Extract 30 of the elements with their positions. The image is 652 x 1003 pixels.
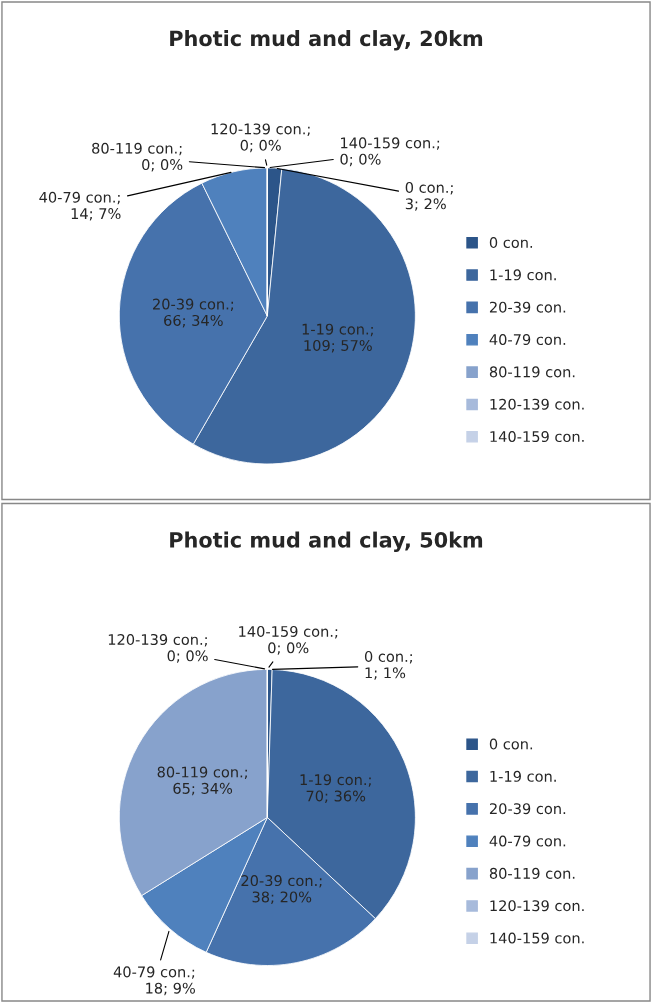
data-label: 20-39 con.; 66; 34%	[153, 298, 233, 328]
legend-label: 80-119 con.	[489, 366, 575, 378]
text: 120-139 con.; 0; 0%	[108, 634, 208, 663]
legend-label: 20-39 con.	[489, 803, 566, 815]
chart-title: Photic mud and clay, 20km	[170, 30, 483, 51]
legend-label: 20-39 con.	[489, 301, 566, 313]
data-label: 0 con.; 1; 1%	[364, 650, 412, 680]
text: 80-119 con.; 0; 0%	[92, 142, 183, 172]
legend-label: 40-79 con.	[489, 334, 566, 346]
legend-label: 140-159 con.	[490, 932, 584, 944]
legend-label: 120-139 con.	[490, 398, 584, 410]
data-label: 1-19 con.; 70; 36%	[300, 774, 371, 803]
legend-label: 120-139 con.	[490, 900, 584, 912]
text: 120-139 con.; 0; 0%	[211, 123, 310, 153]
legend-label: 40-79 con.	[489, 835, 566, 847]
data-label: 20-39 con.; 38; 20%	[241, 875, 322, 904]
text: 140-159 con.; 0; 0%	[239, 625, 338, 655]
data-label: 1-19 con.; 109; 57%	[302, 323, 373, 353]
legend-label: 1-19 con.	[490, 269, 556, 281]
data-label: 40-79 con.; 14; 7%	[39, 191, 121, 221]
legend-label: 0 con.	[489, 738, 533, 750]
data-label: 40-79 con.; 18; 9%	[113, 966, 195, 996]
legend-label: 140-159 con.	[490, 431, 584, 443]
data-label: 0 con.; 3; 2%	[405, 181, 453, 211]
legend-label: 1-19 con.	[490, 770, 556, 782]
legend-label: 80-119 con.	[489, 867, 575, 879]
text: 140-159 con.; 0; 0%	[340, 137, 440, 167]
legend-label: 0 con.	[489, 236, 533, 249]
data-label: 80-119 con.; 65; 34%	[157, 766, 247, 796]
chart-title: Photic mud and clay, 50km	[170, 531, 483, 552]
